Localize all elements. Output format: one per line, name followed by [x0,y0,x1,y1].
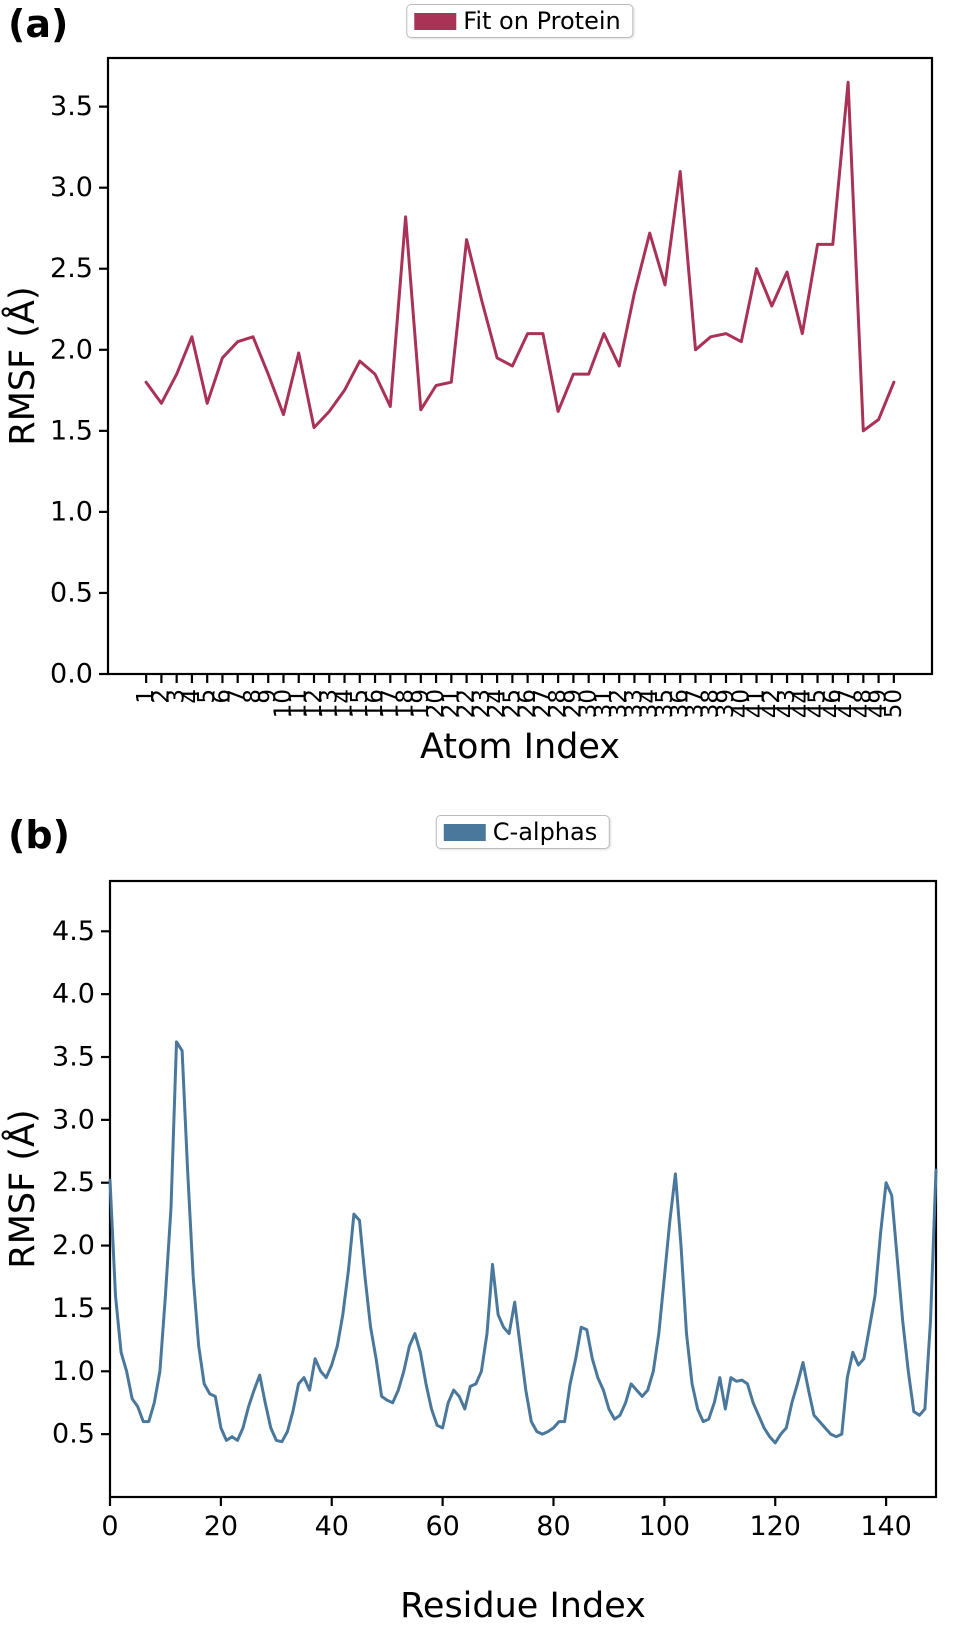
axis-ticks-a: 0.00.51.01.52.02.53.03.51234567891011121… [50,91,907,718]
plot-border-a [106,56,934,676]
legend-a: Fit on Protein [406,4,634,39]
x-tick-label: 120 [749,1511,801,1542]
x-tick-label: 7 [225,689,251,704]
x-tick-label: 44 [789,689,815,718]
x-tick-label: 100 [639,1511,691,1542]
x-tick-label: 80 [536,1511,570,1542]
panel-b-label: (b) [8,813,70,857]
x-tick-label: 13 [316,689,342,718]
x-tick-label: 45 [805,689,831,718]
x-tick-label: 26 [515,689,541,718]
legend-swatch-a [414,12,457,30]
x-tick-label: 17 [377,689,403,718]
x-tick-label: 6 [209,689,235,704]
x-tick-label: 46 [820,689,846,718]
axis-ticks-b: 0.5 1.0 1.5 2.0 2.5 3.0 3.5 4.0 4.5 0 20 40 60 80 100 1… [52,916,912,1542]
y-tick-label: 2.5 [50,253,93,284]
x-tick-label: 24 [484,689,510,718]
x-tick-label: 31 [591,689,617,718]
x-tick-label: 15 [347,689,373,718]
x-tick-label: 9 [255,689,281,704]
x-tick-label: 16 [362,689,388,718]
x-tick-label: 0 [101,1511,118,1542]
y-tick-label: 1.5 [52,1293,95,1324]
x-tick-label: 25 [499,689,525,718]
data-line [108,1040,938,1445]
x-tick-label: 33 [621,689,647,718]
x-tick-label: 35 [652,689,678,718]
chart-b: 0.5 1.0 1.5 2.0 2.5 3.0 3.5 4.0 4.5 0 20 40 60 80 100 1… [0,879,938,1626]
y-tick-label: 1.0 [52,1356,95,1387]
x-tick-label: 39 [713,689,739,718]
y-tick-label: 4.0 [52,979,95,1010]
x-axis-label-b: Residue Index [400,1586,646,1626]
y-tick-label: 3.0 [52,1104,95,1135]
x-tick-label: 3 [164,689,190,704]
x-tick-label: 30 [576,689,602,718]
x-tick-label: 10 [270,689,296,718]
x-tick-label: 5 [194,689,220,704]
x-tick-label: 36 [667,689,693,718]
x-tick-label: 20 [423,689,449,718]
legend-label-b: C-alphas [492,818,598,846]
x-tick-label: 21 [438,689,464,718]
y-tick-label: 0.5 [50,577,93,608]
x-tick-label: 2 [148,689,174,704]
x-tick-label: 48 [850,689,876,718]
x-tick-label: 60 [425,1511,459,1542]
x-tick-label: 34 [637,689,663,718]
x-tick-label: 12 [301,689,327,718]
legend-b: C-alphas [435,815,611,850]
data-series-b [108,1040,938,1445]
x-tick-label: 40 [315,1511,349,1542]
x-tick-label: 50 [881,689,907,718]
x-tick-label: 43 [774,689,800,718]
x-tick-label: 22 [454,689,480,718]
y-tick-label: 3.5 [50,91,93,122]
x-tick-label: 19 [408,689,434,718]
x-tick-label: 23 [469,689,495,718]
x-tick-label: 41 [744,689,770,718]
panel-b: (b) C-alphas 0.5 1.0 1.5 2.0 2.5 3.0 3.5 4.0 4.5… [0,805,979,1649]
panel-a-label: (a) [8,2,69,46]
x-tick-label: 8 [240,689,266,704]
y-tick-label: 2.0 [52,1230,95,1261]
x-tick-label: 27 [530,689,556,718]
x-tick-label: 4 [179,689,205,704]
x-tick-label: 28 [545,689,571,718]
x-tick-label: 18 [393,689,419,718]
x-tick-label: 29 [560,689,586,718]
y-tick-label: 1.0 [50,496,93,527]
x-tick-label: 38 [698,689,724,718]
x-tick-label: 140 [860,1511,912,1542]
y-tick-label: 0.5 [52,1419,95,1450]
y-tick-label: 2.5 [52,1167,95,1198]
legend-swatch-b [443,823,486,841]
x-tick-label: 42 [759,689,785,718]
x-tick-label: 49 [866,689,892,718]
x-tick-label: 37 [682,689,708,718]
panel-a: (a) Fit on Protein 0.0 0.5 1.0 1.5 2.0 2.5 3.0… [0,0,979,805]
x-tick-label: 47 [835,689,861,718]
chart-a: 0.00.51.01.52.02.53.03.51234567891011121… [0,56,934,767]
data-series-a [144,80,896,433]
y-tick-label: 0.0 [50,659,93,690]
y-tick-label: 1.5 [50,415,93,446]
y-axis-label-b: RMSF (Å) [0,1109,43,1268]
y-tick-label: 2.0 [50,334,93,365]
x-axis-label-a: Atom Index [420,727,620,767]
x-tick-label: 32 [606,689,632,718]
y-tick-label: 3.0 [50,172,93,203]
legend-label-a: Fit on Protein [463,7,621,35]
x-tick-label: 20 [204,1511,238,1542]
y-tick-label: 4.5 [52,916,95,947]
x-tick-label: 40 [728,689,754,718]
x-tick-label: 11 [286,689,312,718]
x-tick-label: 14 [332,689,358,718]
data-line [144,80,896,433]
x-tick-label: 1 [133,689,159,704]
y-axis-label-a: RMSF (Å) [0,286,43,445]
y-tick-label: 3.5 [52,1042,95,1073]
